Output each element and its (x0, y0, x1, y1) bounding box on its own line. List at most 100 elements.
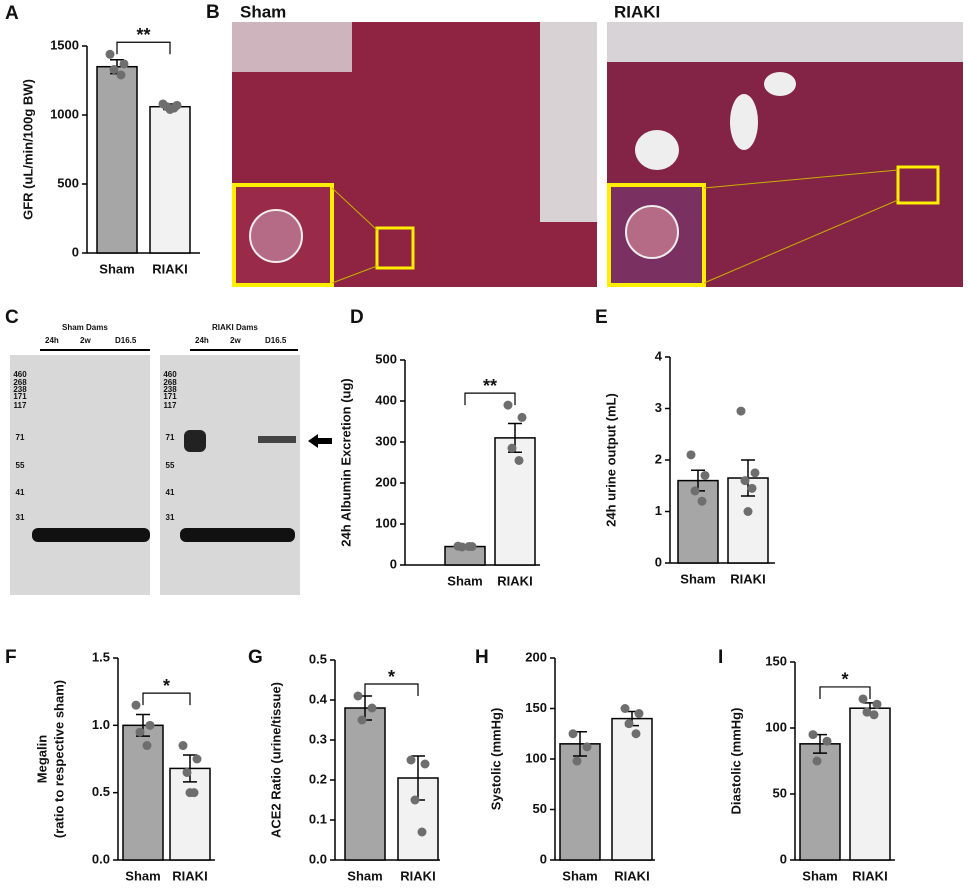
significance-bracket (464, 392, 516, 406)
panel-letter: E (595, 307, 608, 328)
x-tick-label: RIAKI (400, 868, 435, 883)
y-axis-label: Megalin (34, 735, 49, 783)
glomerulus (249, 209, 303, 263)
significance-label: ** (136, 25, 150, 45)
y-tick-label: 1 (655, 503, 662, 518)
data-point (109, 64, 119, 74)
significance-bracket (819, 686, 871, 699)
y-tick-label: 50 (533, 801, 547, 816)
data-point (812, 756, 822, 766)
data-point (135, 727, 145, 737)
bar (344, 707, 386, 861)
bar (96, 65, 138, 254)
y-tick-label: 0.5 (92, 784, 110, 799)
ladder-label: 71 (166, 433, 175, 442)
panel-letter: A (5, 3, 19, 24)
data-point (743, 507, 753, 516)
y-tick-label: 4 (655, 348, 663, 363)
data-point (697, 496, 707, 506)
bar (849, 707, 891, 861)
lane-label: 24h (45, 336, 59, 345)
zoom-line (331, 265, 378, 284)
ladder-label: 41 (166, 488, 175, 497)
data-point (740, 476, 750, 486)
panel-letter: G (248, 647, 263, 668)
data-point (808, 730, 818, 740)
ladder-label: 55 (16, 461, 25, 470)
data-point (185, 788, 195, 798)
y-tick-label: 0 (780, 851, 787, 866)
ladder-label: 117 (164, 401, 177, 410)
y-tick-label: 0.4 (309, 691, 328, 706)
zoom-line (703, 199, 899, 284)
data-point (457, 542, 467, 552)
ladder-label: 171 (163, 392, 177, 401)
x-tick-label: Sham (562, 868, 597, 883)
y-tick-label: 400 (375, 392, 397, 407)
histology-region (232, 22, 352, 72)
y-tick-label: 150 (525, 700, 547, 715)
histology-region (540, 22, 597, 222)
data-point (572, 756, 582, 766)
x-tick-label: RIAKI (614, 868, 649, 883)
data-point (869, 710, 879, 720)
lane-label: D16.5 (115, 336, 137, 345)
y-tick-label: 0 (655, 554, 662, 569)
data-point (116, 70, 126, 80)
data-point (736, 406, 746, 416)
y-axis-label: 24h urine output (mL) (603, 393, 618, 527)
lane-label: 24h (195, 336, 209, 345)
y-tick-label: 0.3 (309, 731, 327, 746)
data-point (507, 443, 517, 453)
data-point (700, 470, 710, 480)
ladder-label: 31 (16, 513, 25, 522)
error-bar (183, 754, 197, 783)
gel-image (10, 355, 150, 595)
data-point (142, 741, 152, 751)
x-tick-label: Sham (125, 868, 160, 883)
data-point (406, 755, 416, 765)
ladder-label: 268 (163, 378, 177, 387)
histology-region (607, 22, 963, 62)
ladder-label: 71 (16, 433, 25, 442)
data-point (872, 699, 882, 709)
data-point (131, 700, 141, 710)
ladder-label: 460 (13, 370, 27, 379)
y-tick-label: 0.0 (309, 851, 327, 866)
data-point (145, 720, 155, 730)
zoom-line (331, 187, 378, 231)
ladder-label: 238 (13, 385, 27, 394)
panel-letter: C (5, 307, 19, 328)
data-point (165, 104, 175, 114)
ladder-label: 268 (13, 378, 27, 387)
data-point (119, 59, 129, 69)
data-point (747, 483, 757, 493)
gel-image (160, 355, 300, 595)
bar (494, 437, 536, 566)
gel-band (32, 528, 150, 542)
data-point (624, 719, 634, 729)
group-label: Sham (240, 2, 286, 21)
bar (149, 105, 191, 254)
histology-region (635, 130, 679, 170)
y-tick-label: 100 (525, 750, 547, 765)
y-axis-label: ACE2 Ratio (urine/tissue) (268, 682, 283, 838)
data-point (582, 742, 592, 752)
bar (122, 724, 164, 861)
x-tick-label: RIAKI (730, 571, 765, 586)
x-tick-label: RIAKI (852, 868, 887, 883)
significance-label: * (841, 670, 848, 690)
y-tick-label: 100 (375, 515, 397, 530)
x-tick-label: RIAKI (152, 261, 187, 276)
y-tick-label: 0.1 (309, 811, 327, 826)
significance-label: * (163, 676, 170, 696)
bar (677, 479, 719, 564)
zoom-line (703, 169, 899, 189)
y-tick-label: 0 (540, 851, 547, 866)
y-tick-label: 300 (375, 433, 397, 448)
significance-bracket (116, 41, 171, 55)
data-point (750, 468, 760, 478)
gel-band (258, 436, 296, 443)
ladder-label: 238 (163, 385, 177, 394)
significance-bracket (142, 692, 191, 706)
